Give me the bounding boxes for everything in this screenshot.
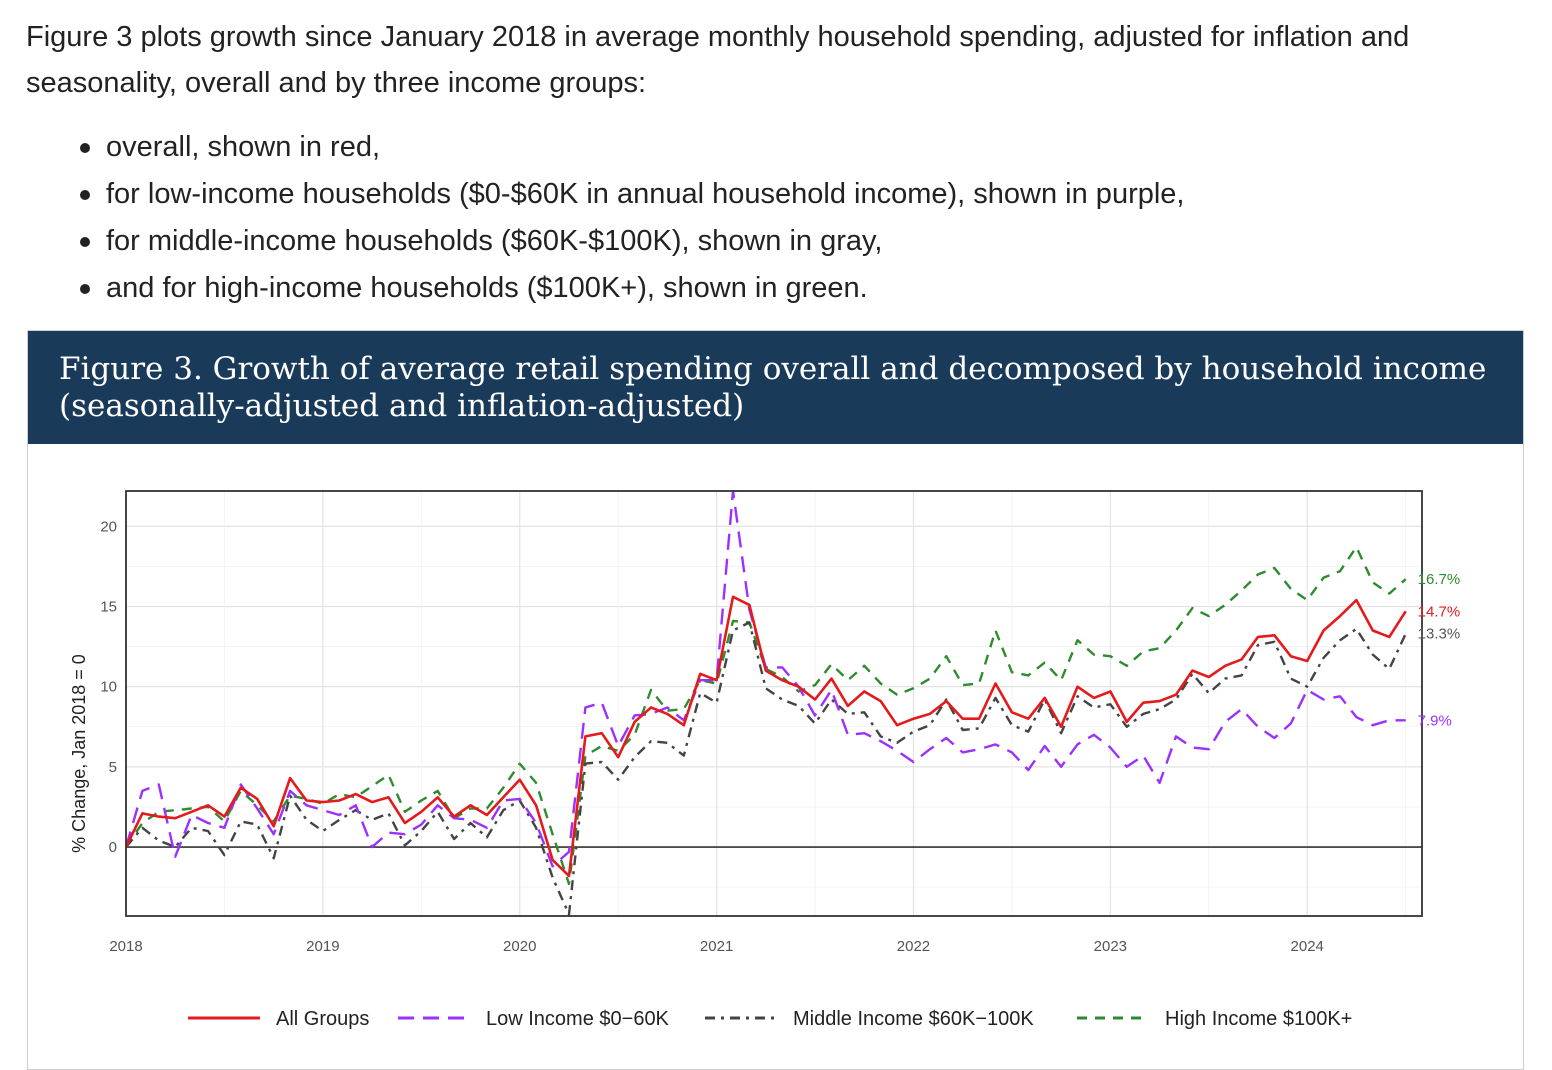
bullet-low-income: for low-income households ($0-$60K in an… [79, 171, 1184, 218]
income-group-list: overall, shown in red, for low-income ho… [79, 124, 1184, 312]
intro-paragraph: Figure 3 plots growth since January 2018… [26, 21, 1410, 99]
y-axis-label: % Change, Jan 2018 = 0 [69, 654, 89, 853]
figure-panel: Figure 3. Growth of average retail spend… [27, 330, 1524, 1070]
legend-label-3: Middle Income $60K−100K [793, 1008, 1034, 1030]
x-tick-label: 2021 [700, 938, 733, 955]
series-line-2 [126, 491, 1406, 868]
legend: All Groups Low Income $0−60K Middle Income… [188, 1008, 1352, 1030]
legend-label-1: All Groups [276, 1008, 369, 1030]
legend-label-2: Low Income $0−60K [486, 1008, 670, 1030]
y-tick-label: 20 [100, 518, 117, 535]
figure-title-bar: Figure 3. Growth of average retail spend… [28, 331, 1523, 444]
figure-title-line1: Figure 3. Growth of average retail spend… [59, 351, 1487, 387]
y-tick-label: 10 [100, 679, 117, 696]
x-tick-label: 2022 [897, 938, 930, 955]
series-line-1 [126, 595, 1407, 878]
series-end-label: 13.3% [1418, 626, 1461, 643]
legend-label-4: High Income $100K+ [1165, 1008, 1352, 1030]
x-tick-label: 2023 [1094, 938, 1127, 955]
series-end-label: 7.9% [1418, 712, 1452, 729]
y-tick-label: 5 [109, 759, 117, 776]
series-line-4 [126, 545, 1407, 886]
series-end-label: 14.7% [1418, 603, 1461, 620]
x-tick-label: 2019 [306, 938, 339, 955]
x-tick-label: 2020 [503, 938, 536, 955]
y-tick-label: 0 [109, 839, 117, 856]
plot-frame [125, 490, 1423, 917]
bullet-overall: overall, shown in red, [79, 124, 1184, 171]
bullet-middle-income: for middle-income households ($60K-$100K… [79, 218, 1184, 265]
x-tick-label: 2018 [109, 938, 142, 955]
series-group [126, 491, 1407, 916]
grid-lines [125, 491, 1422, 916]
series-end-label: 16.7% [1418, 571, 1461, 588]
figure-title-line2: (seasonally-adjusted and inflation-adjus… [59, 388, 745, 424]
bullet-high-income: and for high-income households ($100K+),… [79, 265, 1184, 312]
y-tick-label: 15 [100, 598, 117, 615]
x-tick-label: 2024 [1291, 938, 1324, 955]
